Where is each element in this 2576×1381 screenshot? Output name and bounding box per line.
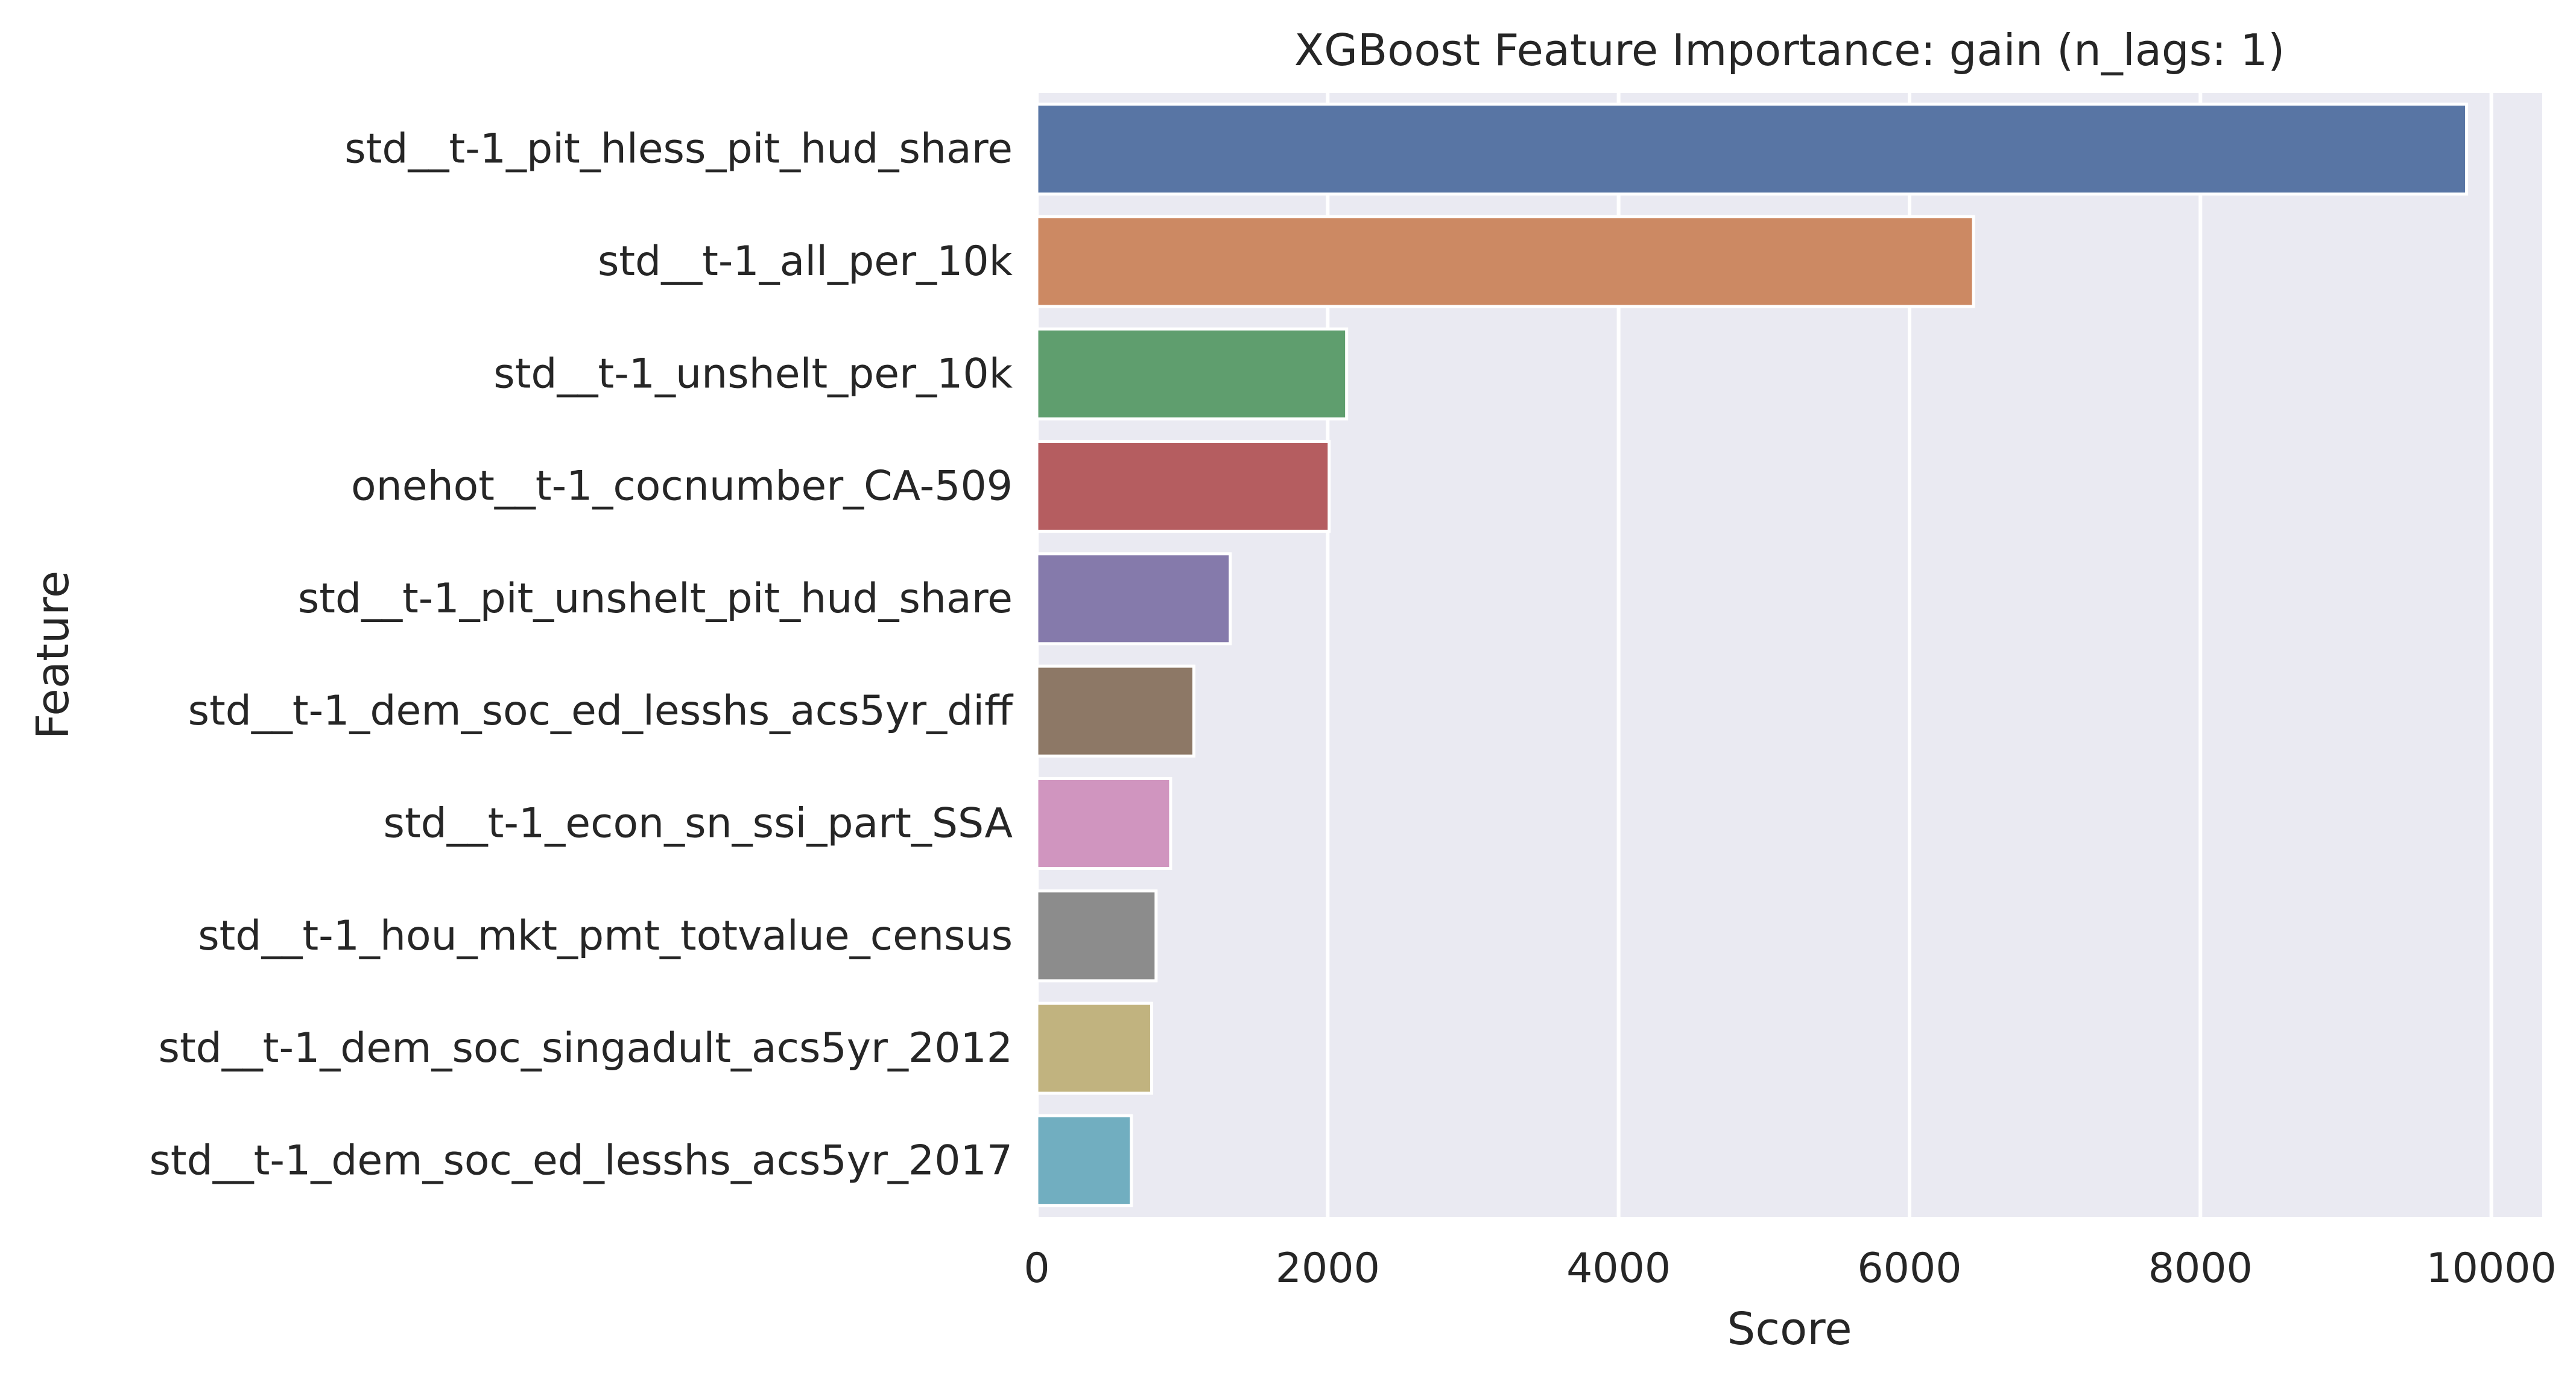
y-tick-label: std__t-1_all_per_10k [598,238,1013,285]
y-tick-labels: std__t-1_pit_hless_pit_hud_share std__t-1… [150,125,1014,1185]
bar [1035,776,1172,870]
y-tick-label: std__t-1_dem_soc_singadult_acs5yr_2012 [159,1024,1013,1072]
x-tick-label: 2000 [1276,1245,1380,1292]
bar [1035,327,1349,421]
bar [1035,889,1158,983]
y-tick-label: std__t-1_pit_hless_pit_hud_share [344,125,1013,173]
x-tick-label: 10000 [2426,1245,2556,1292]
bars [1035,103,2469,1207]
bar [1035,440,1331,533]
bar [1035,103,2469,196]
y-tick-label: std__t-1_unshelt_per_10k [493,350,1013,398]
bar [1035,664,1195,758]
y-tick-label: std__t-1_dem_soc_ed_lesshs_acs5yr_diff [188,687,1014,735]
y-tick-label: std__t-1_dem_soc_ed_lesshs_acs5yr_2017 [150,1137,1013,1184]
x-tick-label: 8000 [2148,1245,2253,1292]
x-tick-label: 4000 [1566,1245,1671,1292]
bar [1035,215,1975,308]
y-tick-label: std__t-1_hou_mkt_pmt_totvalue_census [198,912,1013,960]
x-tick-label: 6000 [1857,1245,1961,1292]
x-axis-label: Score [1727,1303,1852,1355]
y-tick-label: std__t-1_pit_unshelt_pit_hud_share [298,575,1013,623]
bar [1035,1114,1133,1207]
y-tick-label: onehot__t-1_cocnumber_CA-509 [351,463,1013,510]
bar [1035,552,1232,646]
bar [1035,1002,1154,1095]
chart-title: XGBoost Feature Importance: gain (n_lags… [1294,25,2285,75]
x-tick-labels: 0 2000 4000 6000 8000 10000 [1024,1245,2556,1292]
y-axis-label: Feature [27,571,79,740]
x-tick-label: 0 [1024,1245,1049,1292]
y-tick-label: std__t-1_econ_sn_ssi_part_SSA [384,799,1013,847]
